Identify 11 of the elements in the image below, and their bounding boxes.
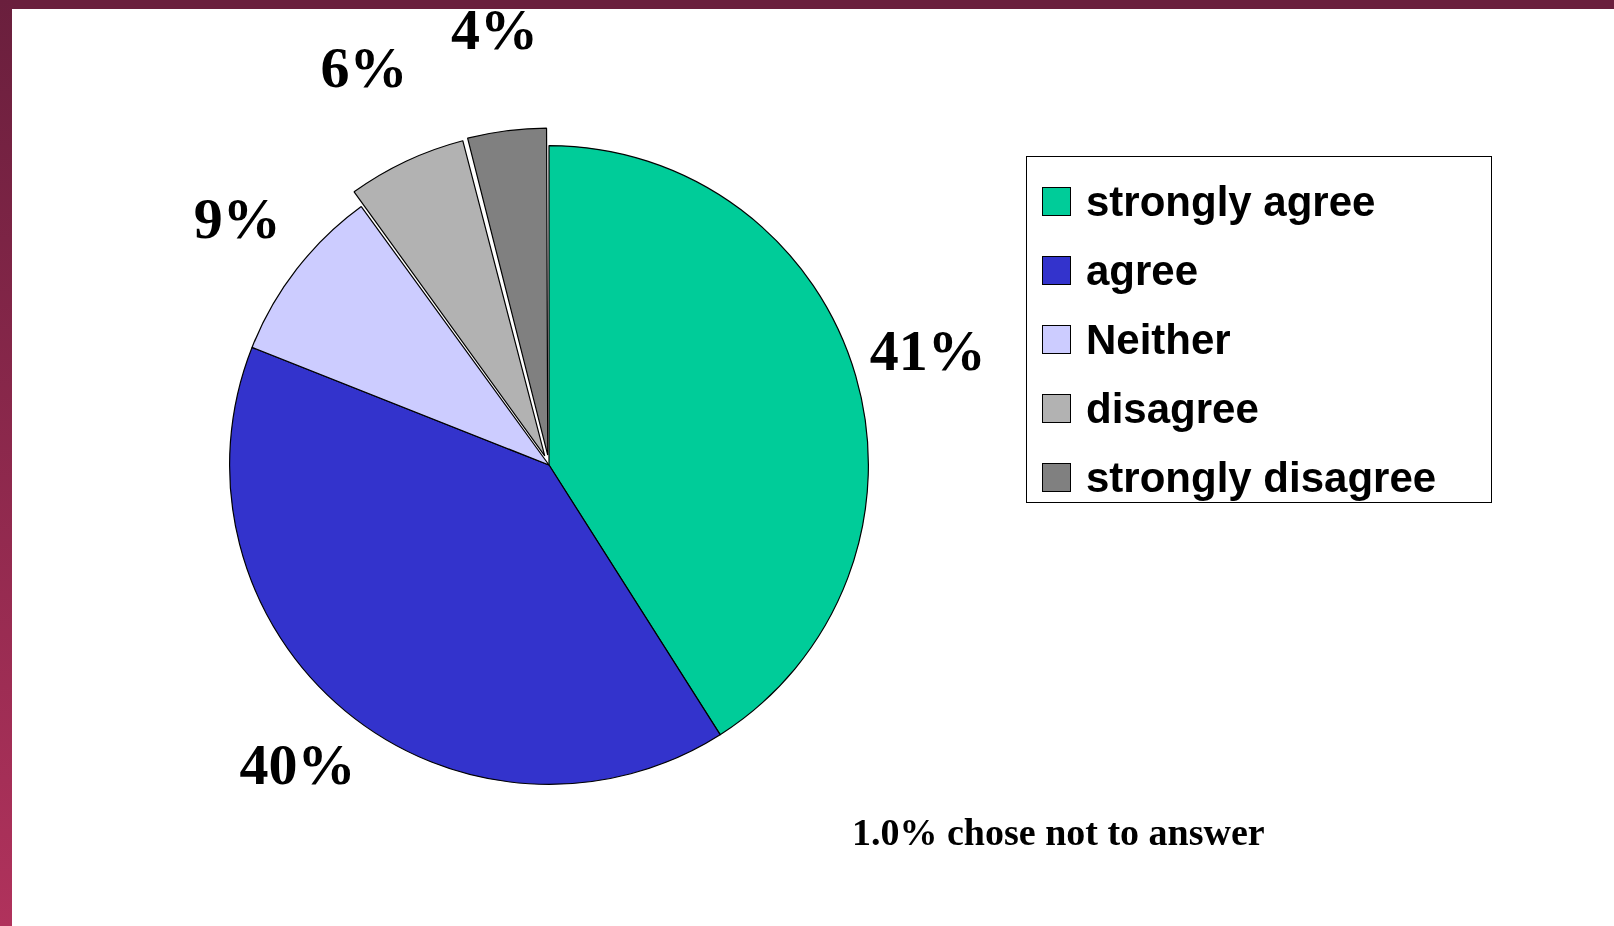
text: 1.0% chose not to answer [852,810,1265,854]
data-label: 4% [451,0,539,63]
legend-label: strongly agree [1086,177,1376,226]
legend-label: strongly disagree [1086,453,1437,502]
legend-label: Neither [1086,315,1231,364]
data-label: 41% [869,317,986,383]
data-label: 40% [239,731,356,797]
data-label: 6% [320,34,408,100]
legend-label: agree [1086,246,1199,295]
data-label: 9% [193,186,281,252]
legend-label: disagree [1086,384,1259,433]
